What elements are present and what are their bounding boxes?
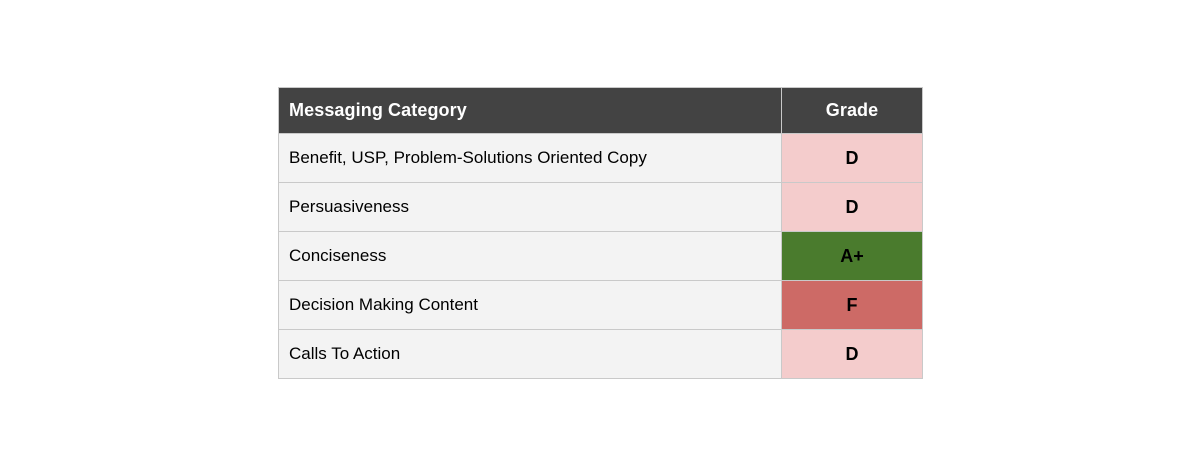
table-row: Decision Making Content F (278, 280, 923, 330)
table-row: Persuasiveness D (278, 182, 923, 232)
table-row: Benefit, USP, Problem-Solutions Oriented… (278, 133, 923, 183)
grade-column-header: Grade (781, 87, 923, 134)
category-column-header: Messaging Category (278, 87, 782, 134)
category-cell: Calls To Action (278, 329, 782, 379)
category-cell: Benefit, USP, Problem-Solutions Oriented… (278, 133, 782, 183)
grade-cell: D (781, 329, 923, 379)
table-row: Conciseness A+ (278, 231, 923, 281)
grade-cell: A+ (781, 231, 923, 281)
table-body: Benefit, USP, Problem-Solutions Oriented… (278, 133, 923, 379)
grade-table-container: Messaging Category Grade Benefit, USP, P… (278, 87, 923, 379)
table-row: Calls To Action D (278, 329, 923, 379)
category-cell: Persuasiveness (278, 182, 782, 232)
grade-cell: F (781, 280, 923, 330)
grade-cell: D (781, 182, 923, 232)
category-cell: Decision Making Content (278, 280, 782, 330)
category-cell: Conciseness (278, 231, 782, 281)
header-row: Messaging Category Grade (278, 87, 923, 134)
messaging-grade-table: Messaging Category Grade Benefit, USP, P… (278, 87, 923, 379)
grade-cell: D (781, 133, 923, 183)
